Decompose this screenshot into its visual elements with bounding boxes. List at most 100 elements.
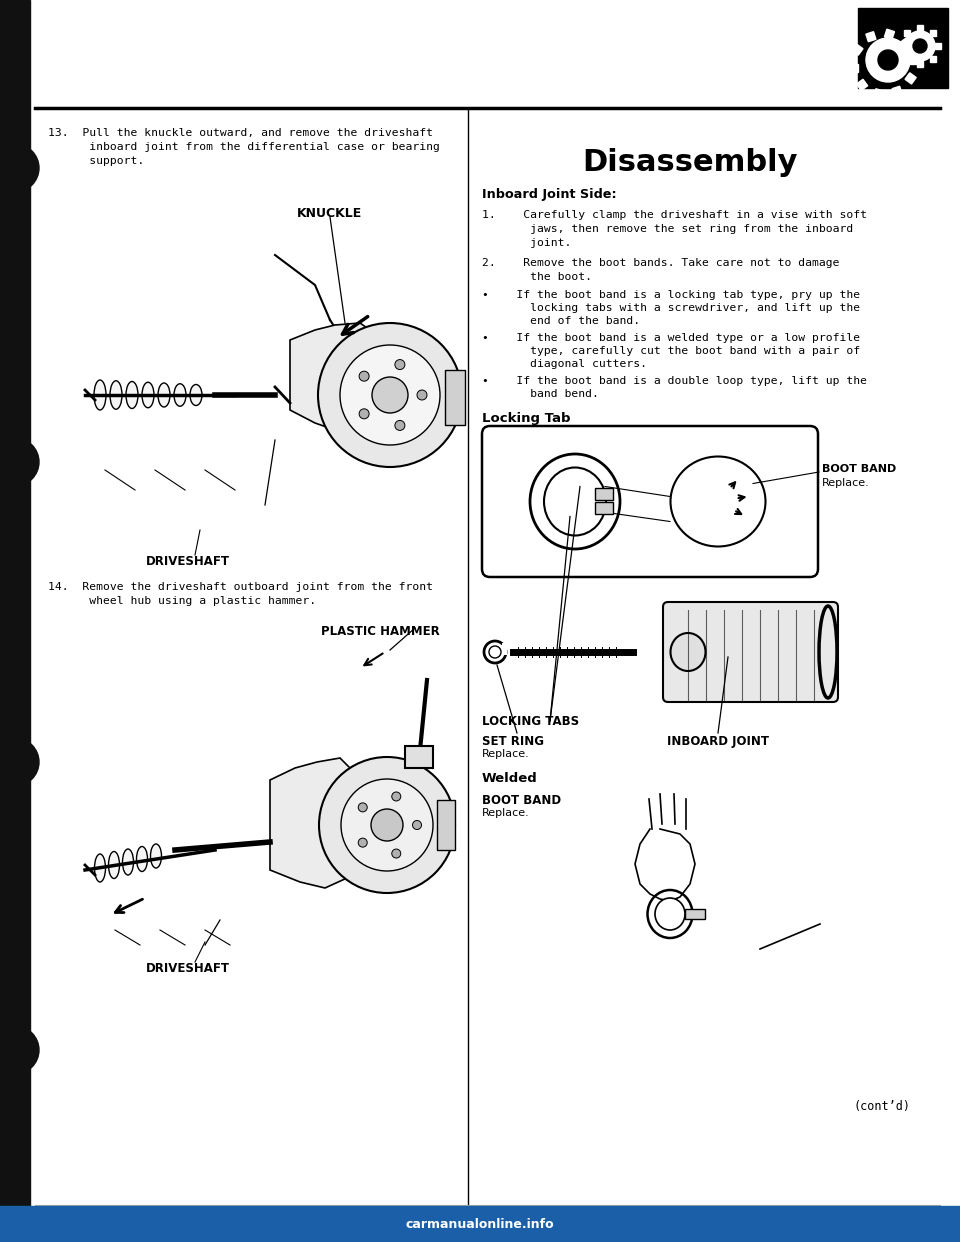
Circle shape xyxy=(358,802,368,812)
Bar xyxy=(75,650,435,960)
Ellipse shape xyxy=(484,641,506,663)
Bar xyxy=(852,43,863,55)
Circle shape xyxy=(319,758,455,893)
Bar xyxy=(874,88,883,99)
Text: Disassembly: Disassembly xyxy=(583,148,798,178)
Bar xyxy=(917,25,923,31)
Ellipse shape xyxy=(174,384,186,406)
Text: 14.  Remove the driveshaft outboard joint from the front: 14. Remove the driveshaft outboard joint… xyxy=(48,582,433,592)
Bar xyxy=(929,30,936,36)
Bar xyxy=(0,1206,960,1242)
Text: end of the band.: end of the band. xyxy=(482,315,640,325)
Text: type, carefully cut the boot band with a pair of: type, carefully cut the boot band with a… xyxy=(482,347,860,356)
Circle shape xyxy=(0,144,39,193)
Bar xyxy=(929,56,936,62)
Circle shape xyxy=(359,409,369,419)
Text: BOOT BAND: BOOT BAND xyxy=(822,465,897,474)
Ellipse shape xyxy=(94,380,106,410)
Ellipse shape xyxy=(123,850,133,876)
Bar xyxy=(892,86,902,97)
Text: band bend.: band bend. xyxy=(482,389,599,399)
Circle shape xyxy=(395,421,405,431)
Circle shape xyxy=(392,792,400,801)
Text: 13.  Pull the knuckle outward, and remove the driveshaft: 13. Pull the knuckle outward, and remove… xyxy=(48,128,433,138)
Circle shape xyxy=(0,738,39,786)
Ellipse shape xyxy=(647,891,692,938)
Text: wheel hub using a plastic hammer.: wheel hub using a plastic hammer. xyxy=(48,596,316,606)
Text: •    If the boot band is a welded type or a low profile: • If the boot band is a welded type or a… xyxy=(482,333,860,343)
Circle shape xyxy=(0,438,39,486)
Ellipse shape xyxy=(190,385,202,405)
Text: Inboard Joint Side:: Inboard Joint Side: xyxy=(482,188,616,201)
Text: (cont’d): (cont’d) xyxy=(853,1100,910,1113)
Text: DRIVESHAFT: DRIVESHAFT xyxy=(146,555,230,568)
Circle shape xyxy=(359,371,369,381)
Ellipse shape xyxy=(151,845,161,868)
Text: Replace.: Replace. xyxy=(482,749,530,759)
Text: Replace.: Replace. xyxy=(482,809,530,818)
Text: carmanualonline.info: carmanualonline.info xyxy=(406,1217,554,1231)
Text: Locking Tab: Locking Tab xyxy=(482,412,570,425)
Circle shape xyxy=(417,390,427,400)
Ellipse shape xyxy=(655,898,685,930)
Polygon shape xyxy=(270,758,353,888)
Bar xyxy=(685,909,705,919)
Bar xyxy=(850,65,858,72)
Text: joint.: joint. xyxy=(482,238,571,248)
FancyBboxPatch shape xyxy=(663,602,838,702)
Bar xyxy=(595,502,613,513)
Bar xyxy=(445,370,465,425)
Text: INBOARD JOINT: INBOARD JOINT xyxy=(667,735,769,748)
Circle shape xyxy=(905,31,935,61)
Ellipse shape xyxy=(158,383,170,407)
Circle shape xyxy=(372,378,408,414)
Bar xyxy=(935,43,941,48)
Ellipse shape xyxy=(110,381,122,410)
Circle shape xyxy=(392,850,400,858)
Circle shape xyxy=(878,50,898,70)
Text: support.: support. xyxy=(48,156,144,166)
Text: BOOT BAND: BOOT BAND xyxy=(482,794,562,807)
Circle shape xyxy=(413,821,421,830)
Bar xyxy=(884,30,895,40)
Bar xyxy=(0,0,30,1242)
Ellipse shape xyxy=(489,646,501,658)
Bar xyxy=(856,79,868,91)
Bar xyxy=(910,56,918,65)
Bar xyxy=(75,175,435,515)
Bar xyxy=(866,31,876,42)
Text: Replace.: Replace. xyxy=(822,478,870,488)
Ellipse shape xyxy=(94,854,106,882)
Text: emanualpro.com: emanualpro.com xyxy=(48,1222,135,1232)
Bar xyxy=(502,643,507,655)
Bar xyxy=(405,746,433,768)
Circle shape xyxy=(913,39,927,53)
Bar xyxy=(905,73,916,84)
Bar xyxy=(917,61,923,67)
Text: •    If the boot band is a double loop type, lift up the: • If the boot band is a double loop type… xyxy=(482,376,867,386)
Polygon shape xyxy=(290,323,375,430)
Text: inboard joint from the differential case or bearing: inboard joint from the differential case… xyxy=(48,142,440,152)
Bar xyxy=(900,37,911,48)
Circle shape xyxy=(0,1026,39,1074)
Bar xyxy=(904,30,910,36)
Text: 1.    Carefully clamp the driveshaft in a vise with soft: 1. Carefully clamp the driveshaft in a v… xyxy=(482,210,867,220)
Text: DRIVESHAFT: DRIVESHAFT xyxy=(146,963,230,975)
Circle shape xyxy=(358,838,368,847)
Circle shape xyxy=(371,809,403,841)
Ellipse shape xyxy=(670,457,765,546)
Bar xyxy=(904,56,910,62)
Text: locking tabs with a screwdriver, and lift up the: locking tabs with a screwdriver, and lif… xyxy=(482,303,860,313)
Bar xyxy=(858,7,948,88)
Text: 2.    Remove the boot bands. Take care not to damage: 2. Remove the boot bands. Take care not … xyxy=(482,258,839,268)
Circle shape xyxy=(318,323,462,467)
Bar xyxy=(437,800,455,850)
Text: 16-5: 16-5 xyxy=(844,1222,920,1242)
Text: •    If the boot band is a locking tab type, pry up the: • If the boot band is a locking tab type… xyxy=(482,289,860,301)
Text: jaws, then remove the set ring from the inboard: jaws, then remove the set ring from the … xyxy=(482,224,853,233)
Text: LOCKING TABS: LOCKING TABS xyxy=(482,715,579,728)
Text: Welded: Welded xyxy=(482,773,538,785)
Text: the boot.: the boot. xyxy=(482,272,592,282)
Circle shape xyxy=(395,360,405,370)
Circle shape xyxy=(866,39,910,82)
